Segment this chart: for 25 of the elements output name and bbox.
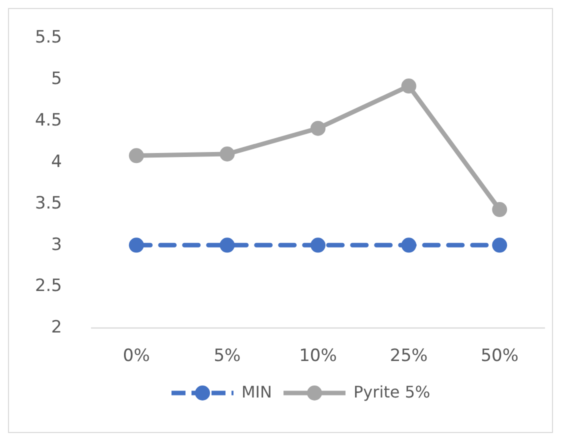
y-tick-label: 2 — [51, 318, 62, 338]
y-tick-label: 3.5 — [34, 193, 62, 214]
y-tick-label: 3 — [51, 234, 62, 255]
legend-label: MIN — [242, 382, 272, 402]
point — [492, 202, 508, 218]
point — [401, 78, 416, 94]
point — [310, 238, 326, 253]
x-tick-label: 0% — [122, 346, 150, 366]
y-tick-label: 4.5 — [34, 110, 62, 131]
point — [128, 148, 144, 164]
x-tick-label: 25% — [390, 346, 428, 366]
x-tick-label: 10% — [299, 346, 337, 366]
point — [220, 146, 235, 162]
y-tick-label: 2.5 — [34, 276, 62, 296]
x-tick-label: 5% — [214, 346, 241, 366]
y-tick-label: 4 — [51, 152, 62, 172]
point — [128, 238, 144, 253]
point — [220, 238, 235, 253]
y-tick-label: 5.5 — [34, 28, 62, 48]
y-tick-label: 5 — [51, 69, 62, 90]
point — [492, 238, 508, 253]
legend-label: Pyrite 5% — [354, 382, 430, 402]
point — [310, 120, 326, 136]
point — [401, 238, 416, 253]
x-tick-label: 50% — [480, 346, 518, 366]
